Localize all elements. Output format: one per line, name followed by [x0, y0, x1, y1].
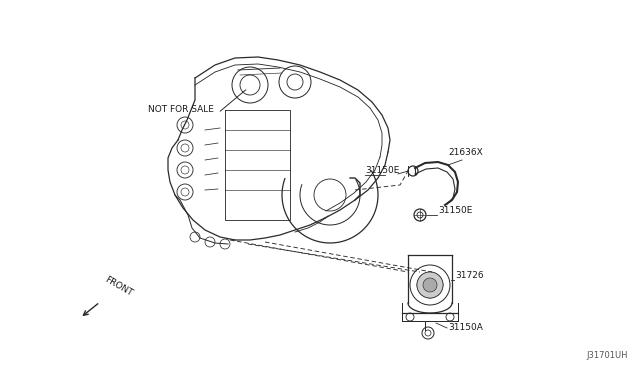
- Text: 31150E: 31150E: [365, 166, 399, 175]
- Text: J31701UH: J31701UH: [586, 351, 628, 360]
- Text: 21636X: 21636X: [448, 148, 483, 157]
- Circle shape: [417, 272, 443, 298]
- Circle shape: [423, 278, 437, 292]
- Text: 31150A: 31150A: [448, 323, 483, 332]
- Text: 31726: 31726: [455, 271, 484, 280]
- Text: NOT FOR SALE: NOT FOR SALE: [148, 105, 214, 114]
- Text: FRONT: FRONT: [103, 275, 134, 298]
- Text: 31150E: 31150E: [438, 206, 472, 215]
